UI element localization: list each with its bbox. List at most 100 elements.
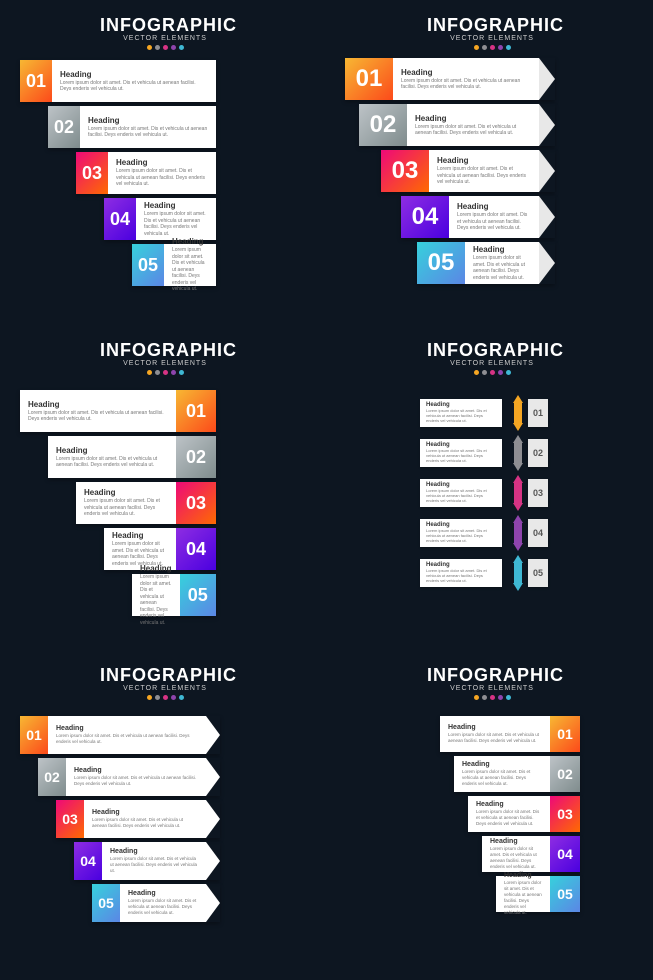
item-heading: Heading <box>128 890 198 897</box>
item-text: Lorem ipsum dolor sit amet. Dis et vehic… <box>490 846 542 869</box>
item-number: 02 <box>48 106 80 148</box>
panel-header: INFOGRAPHICVECTOR ELEMENTS <box>427 340 557 375</box>
item-heading: Heading <box>462 761 542 768</box>
dot <box>482 45 487 50</box>
infographic-item: HeadingLorem ipsum dolor sit amet. Dis e… <box>420 555 548 591</box>
item-body: HeadingLorem ipsum dolor sit amet. Dis e… <box>48 716 206 754</box>
arrow-icon <box>539 104 555 146</box>
item-number: 01 <box>20 60 52 102</box>
item-heading: Heading <box>437 156 531 165</box>
item-body: HeadingLorem ipsum dolor sit amet. Dis e… <box>454 756 550 792</box>
infographic-item: 02HeadingLorem ipsum dolor sit amet. Dis… <box>38 758 220 796</box>
item-number: 04 <box>176 528 216 570</box>
infographic-list-b: 01HeadingLorem ipsum dolor sit amet. Dis… <box>345 58 555 288</box>
infographic-item: HeadingLorem ipsum dolor sit amet. Dis e… <box>420 515 548 551</box>
arrow-icon <box>539 242 555 284</box>
infographic-list-f: HeadingLorem ipsum dolor sit amet. Dis e… <box>440 716 580 916</box>
header-dots <box>100 45 230 50</box>
infographic-item: HeadingLorem ipsum dolor sit amet. Dis e… <box>20 390 216 432</box>
item-text: Lorem ipsum dolor sit amet. Dis et vehic… <box>476 809 542 827</box>
item-number: 02 <box>550 756 580 792</box>
item-text: Lorem ipsum dolor sit amet. Dis et vehic… <box>426 449 496 463</box>
header-dots <box>427 45 557 50</box>
item-body: HeadingLorem ipsum dolor sit amet. Dis e… <box>407 104 539 146</box>
header-subtitle: VECTOR ELEMENTS <box>100 360 230 367</box>
item-text: Lorem ipsum dolor sit amet. Dis et vehic… <box>437 166 531 186</box>
item-number: 05 <box>180 574 216 616</box>
infographic-item: 04HeadingLorem ipsum dolor sit amet. Dis… <box>104 198 216 240</box>
panel-header: INFOGRAPHICVECTOR ELEMENTS <box>100 665 230 700</box>
item-number: 02 <box>359 104 407 146</box>
item-number: 05 <box>132 244 164 286</box>
infographic-item: 02HeadingLorem ipsum dolor sit amet. Dis… <box>359 104 555 146</box>
item-body: HeadingLorem ipsum dolor sit amet. Dis e… <box>136 198 216 240</box>
header-title: INFOGRAPHIC <box>100 340 230 361</box>
item-text: Lorem ipsum dolor sit amet. Dis et vehic… <box>462 769 542 787</box>
item-body: HeadingLorem ipsum dolor sit amet. Dis e… <box>440 716 550 752</box>
item-body: HeadingLorem ipsum dolor sit amet. Dis e… <box>393 58 539 100</box>
infographic-item: HeadingLorem ipsum dolor sit amet. Dis e… <box>420 395 548 431</box>
dot <box>147 695 152 700</box>
infographic-list-c: HeadingLorem ipsum dolor sit amet. Dis e… <box>20 390 216 620</box>
dot <box>474 45 479 50</box>
item-number: 03 <box>76 152 108 194</box>
dot <box>163 45 168 50</box>
item-text: Lorem ipsum dolor sit amet. Dis et vehic… <box>172 247 208 293</box>
item-number: 03 <box>528 479 548 507</box>
dot <box>155 370 160 375</box>
item-number: 02 <box>528 439 548 467</box>
item-body: HeadingLorem ipsum dolor sit amet. Dis e… <box>52 60 216 102</box>
item-heading: Heading <box>88 116 208 125</box>
item-number: 04 <box>401 196 449 238</box>
header-dots <box>427 695 557 700</box>
dot <box>163 695 168 700</box>
item-body: HeadingLorem ipsum dolor sit amet. Dis e… <box>120 884 206 922</box>
item-text: Lorem ipsum dolor sit amet. Dis et vehic… <box>60 80 208 93</box>
item-number: 03 <box>550 796 580 832</box>
item-body: HeadingLorem ipsum dolor sit amet. Dis e… <box>420 519 502 547</box>
pointer-icon <box>206 884 220 922</box>
infographic-item: 05HeadingLorem ipsum dolor sit amet. Dis… <box>92 884 220 922</box>
header-title: INFOGRAPHIC <box>100 15 230 36</box>
item-heading: Heading <box>401 68 531 77</box>
item-text: Lorem ipsum dolor sit amet. Dis et vehic… <box>110 856 198 874</box>
header-title: INFOGRAPHIC <box>100 665 230 686</box>
dot <box>482 695 487 700</box>
dot <box>147 370 152 375</box>
item-text: Lorem ipsum dolor sit amet. Dis et vehic… <box>92 817 198 829</box>
pointer-icon <box>206 758 220 796</box>
item-heading: Heading <box>457 202 531 211</box>
item-text: Lorem ipsum dolor sit amet. Dis et vehic… <box>448 732 542 744</box>
item-number: 02 <box>176 436 216 478</box>
item-heading: Heading <box>60 70 208 79</box>
item-text: Lorem ipsum dolor sit amet. Dis et vehic… <box>56 733 198 745</box>
dot <box>474 370 479 375</box>
dot <box>490 370 495 375</box>
item-body: HeadingLorem ipsum dolor sit amet. Dis e… <box>468 796 550 832</box>
infographic-item: HeadingLorem ipsum dolor sit amet. Dis e… <box>76 482 216 524</box>
item-text: Lorem ipsum dolor sit amet. Dis et vehic… <box>426 569 496 583</box>
header-title: INFOGRAPHIC <box>427 340 557 361</box>
item-body: HeadingLorem ipsum dolor sit amet. Dis e… <box>132 574 180 616</box>
item-number: 01 <box>20 716 48 754</box>
header-title: INFOGRAPHIC <box>427 15 557 36</box>
infographic-item: 04HeadingLorem ipsum dolor sit amet. Dis… <box>401 196 555 238</box>
panel-header: INFOGRAPHICVECTOR ELEMENTS <box>427 665 557 700</box>
item-text: Lorem ipsum dolor sit amet. Dis et vehic… <box>28 410 168 423</box>
infographic-item: HeadingLorem ipsum dolor sit amet. Dis e… <box>420 435 548 471</box>
dot <box>179 370 184 375</box>
item-heading: Heading <box>172 237 208 246</box>
dot <box>179 695 184 700</box>
infographic-item: 01HeadingLorem ipsum dolor sit amet. Dis… <box>20 60 216 102</box>
item-text: Lorem ipsum dolor sit amet. Dis et vehic… <box>128 898 198 916</box>
dot <box>490 695 495 700</box>
arrow-icon <box>539 150 555 192</box>
item-body: HeadingLorem ipsum dolor sit amet. Dis e… <box>102 842 206 880</box>
item-heading: Heading <box>144 201 208 210</box>
infographic-item: 03HeadingLorem ipsum dolor sit amet. Dis… <box>56 800 220 838</box>
item-heading: Heading <box>490 838 542 845</box>
infographic-item: HeadingLorem ipsum dolor sit amet. Dis e… <box>48 436 216 478</box>
header-title: INFOGRAPHIC <box>427 665 557 686</box>
dot <box>171 45 176 50</box>
item-text: Lorem ipsum dolor sit amet. Dis et vehic… <box>415 124 531 137</box>
